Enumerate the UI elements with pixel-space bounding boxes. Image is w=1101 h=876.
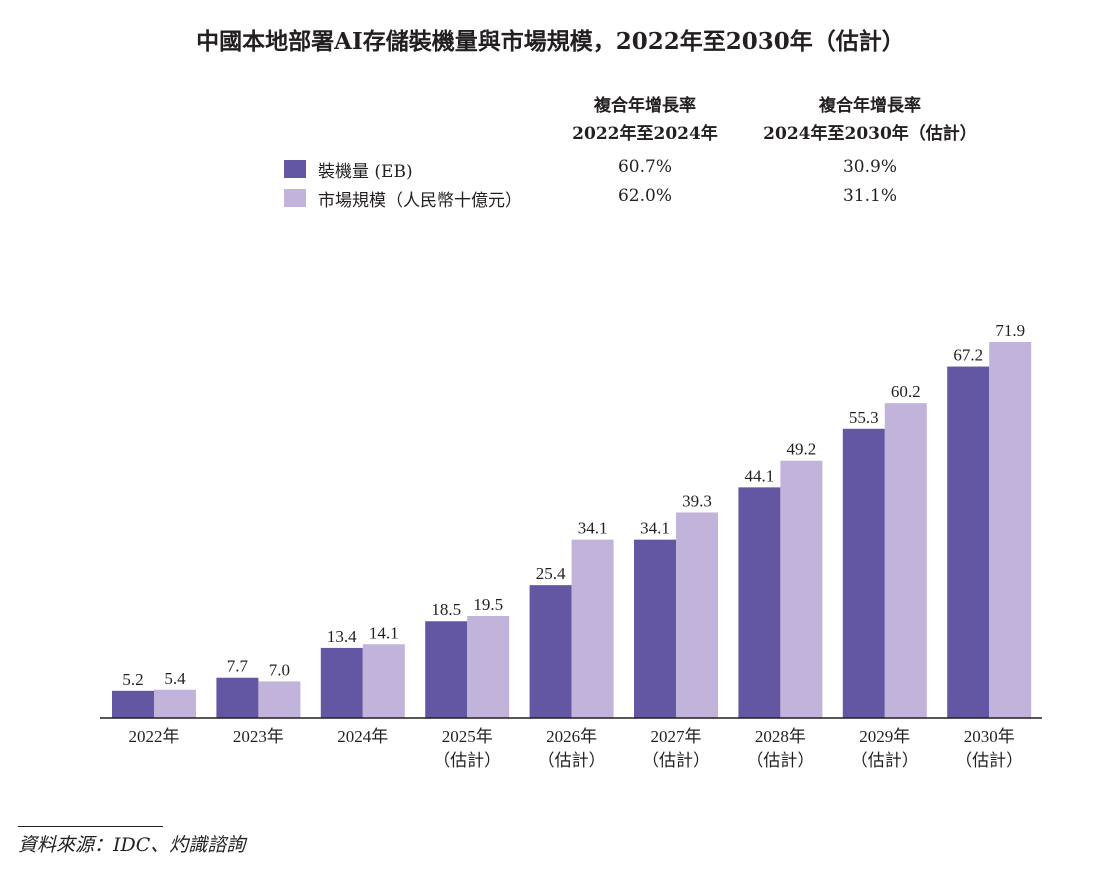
- data-label: 18.5: [431, 600, 461, 619]
- x-tick-label: （估計）: [955, 751, 1023, 770]
- data-label: 55.3: [849, 408, 879, 427]
- x-tick-label: 2024年: [337, 727, 388, 746]
- x-tick-label: 2025年: [442, 727, 493, 746]
- x-tick-label: （估計）: [642, 751, 710, 770]
- cagr-header-2-line2: 2024年至2030年（估計）: [763, 124, 977, 144]
- data-label: 19.5: [473, 595, 503, 614]
- bar-installed: [738, 487, 781, 718]
- data-label: 67.2: [953, 346, 983, 365]
- bar-installed: [947, 366, 990, 718]
- bar-market: [467, 616, 510, 718]
- legend-label-installed: 裝機量 (EB): [318, 162, 413, 182]
- data-label: 5.2: [122, 670, 143, 689]
- bar-market: [989, 341, 1032, 718]
- cagr-header-1-line2: 2022年至2024年: [572, 124, 718, 144]
- bar-market: [571, 539, 614, 718]
- x-tick-label: 2022年: [129, 727, 180, 746]
- bar-market: [258, 681, 301, 718]
- bar-installed: [112, 690, 154, 718]
- cagr-header-1-line1: 複合年增長率: [594, 96, 696, 116]
- cagr-market-2: 31.1%: [842, 186, 897, 206]
- data-label: 44.1: [745, 466, 775, 485]
- data-label: 34.1: [640, 519, 670, 538]
- data-label: 14.1: [369, 623, 399, 642]
- bar-installed: [634, 539, 676, 718]
- data-label: 25.4: [536, 564, 566, 583]
- bar-market: [154, 689, 196, 718]
- data-label: 39.3: [682, 491, 712, 510]
- bar-market: [362, 644, 405, 718]
- cagr-installed-2: 30.9%: [842, 157, 897, 177]
- cagr-header-2-line1: 複合年增長率: [819, 96, 921, 116]
- x-tick-label: （估計）: [538, 751, 606, 770]
- x-tick-label: 2027年: [651, 727, 702, 746]
- bar-installed: [320, 647, 363, 718]
- bar-chart: 5.2 5.4 2022年 7.7 7.0 2023年 13.4 14.1 2024年 18.5 1…: [100, 321, 1042, 770]
- source-divider: [18, 826, 163, 827]
- data-label: 7.7: [227, 657, 249, 676]
- data-label: 71.9: [995, 321, 1025, 340]
- source-note: 資料來源：IDC、灼識諮詢: [18, 834, 246, 856]
- bar-installed: [216, 677, 259, 718]
- data-label: 34.1: [578, 519, 608, 538]
- bar-installed: [425, 621, 468, 718]
- data-label: 5.4: [164, 669, 186, 688]
- x-tick-label: （估計）: [746, 751, 814, 770]
- x-tick-label: （估計）: [433, 751, 501, 770]
- data-label: 60.2: [891, 382, 921, 401]
- data-label: 13.4: [327, 627, 357, 646]
- x-tick-label: 2029年: [859, 727, 910, 746]
- x-tick-label: 2023年: [233, 727, 284, 746]
- bar-market: [884, 403, 927, 718]
- x-tick-label: （估計）: [851, 751, 919, 770]
- legend-swatch-installed: [284, 160, 306, 178]
- bar-installed: [842, 428, 885, 718]
- cagr-market-1: 62.0%: [617, 186, 672, 206]
- cagr-header-2: 複合年增長率 2024年至2030年（估計）: [745, 92, 995, 148]
- bar-installed: [529, 585, 572, 718]
- cagr-installed-1: 60.7%: [617, 157, 672, 177]
- bar-market: [676, 512, 718, 718]
- chart-title: 中國本地部署AI存儲裝機量與市場規模，2022年至2030年（估計）: [196, 28, 905, 55]
- legend-label-market: 市場規模（人民幣十億元）: [318, 191, 522, 211]
- x-tick-label: 2028年: [755, 727, 806, 746]
- data-label: 7.0: [269, 660, 290, 679]
- legend-swatch-market: [284, 189, 306, 207]
- x-tick-label: 2026年: [546, 727, 597, 746]
- bar-market: [780, 460, 823, 718]
- x-tick-label: 2030年: [964, 727, 1015, 746]
- cagr-header-1: 複合年增長率 2022年至2024年: [560, 92, 730, 148]
- data-label: 49.2: [787, 440, 817, 459]
